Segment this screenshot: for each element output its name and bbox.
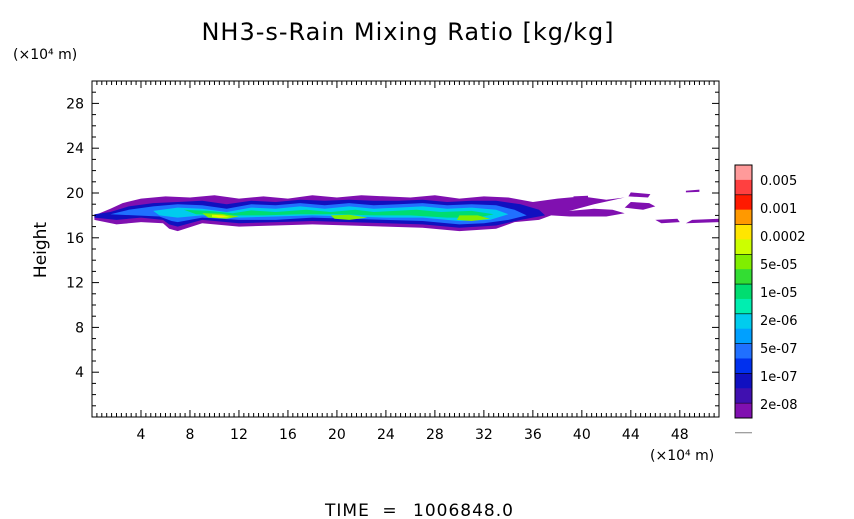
y-tick-label: 24 [66,141,84,157]
legend-label: 2e-08 [760,398,798,413]
footer: TIME = 1006848.0 [324,501,514,519]
legend-swatch [735,373,752,389]
x-tick-label: 4 [137,427,146,443]
legend-swatch [735,194,752,211]
x-tick-label: 24 [377,427,395,443]
legend-swatch [735,343,752,359]
legend-label: 0.0002 [760,230,806,245]
x-tick-label: 40 [573,427,591,443]
x-tick-label: 32 [475,427,493,443]
footer-equals: = [382,501,397,519]
x-tick-label: 16 [279,427,297,443]
plot-frame [91,80,720,418]
x-tick-label: 20 [328,427,346,443]
legend-swatch [735,313,752,330]
contour-region [628,192,651,198]
x-tick-labels: 4 8 12 16 20 24 28 32 36 40 44 48 [137,427,689,443]
x-tick-label: 48 [671,427,689,443]
contour-region [183,209,494,218]
legend-frame [734,164,753,419]
plot-regions [94,189,719,232]
legend-label: 0.005 [760,174,797,189]
y-axis-label: Height [31,222,51,279]
contour-region [624,202,656,210]
y-tick-label: 20 [66,186,84,202]
y-tick-label: 28 [66,96,84,112]
footer-time-value: 1006848.0 [413,501,514,519]
chart-title: NH3-s-Rain Mixing Ratio [kg/kg] [201,18,614,46]
x-tick-label: 28 [426,427,444,443]
legend: 0.005 0.001 0.0002 5e-05 1e-05 2e-06 5e-07 1e-0… [734,164,806,434]
legend-label: 1e-07 [760,370,798,385]
tick-marks [91,80,720,418]
legend-swatch [735,269,752,285]
legend-swatch [735,165,752,181]
legend-swatch [735,298,752,315]
x-tick-label: 44 [622,427,640,443]
x-axis-unit: (×10⁴ m) [650,448,714,464]
legend-swatch [735,239,752,255]
legend-swatch [735,358,752,374]
contour-region [685,189,700,193]
legend-swatch [735,328,752,344]
y-tick-label: 16 [66,231,84,247]
contour-region [573,195,588,199]
y-tick-label: 8 [75,320,84,336]
contour-region [655,218,680,224]
x-tick-label: 8 [186,427,195,443]
legend-label: 5e-05 [760,258,798,273]
y-tick-labels: 4 8 12 16 20 24 28 [66,96,84,381]
contour-region [330,214,368,220]
legend-label: 0.001 [760,202,797,217]
footer-label: TIME [324,501,370,519]
legend-swatch [735,224,752,240]
legend-swatch [735,179,752,196]
legend-swatch [735,209,752,225]
legend-swatch [735,403,752,419]
contour-region [456,215,490,221]
y-tick-label: 12 [66,276,84,292]
legend-label: 5e-07 [760,342,798,357]
legend-swatch [735,254,752,270]
y-tick-label: 4 [75,365,84,381]
contour-region [551,208,625,217]
legend-swatch [735,284,752,300]
legend-label: 2e-06 [760,314,798,329]
x-tick-label: 36 [524,427,542,443]
contour-region [214,215,226,218]
legend-label: 1e-05 [760,286,798,301]
x-tick-label: 12 [230,427,248,443]
y-axis-unit: (×10⁴ m) [13,47,77,63]
contour-region [685,218,719,224]
legend-swatch [735,388,752,404]
